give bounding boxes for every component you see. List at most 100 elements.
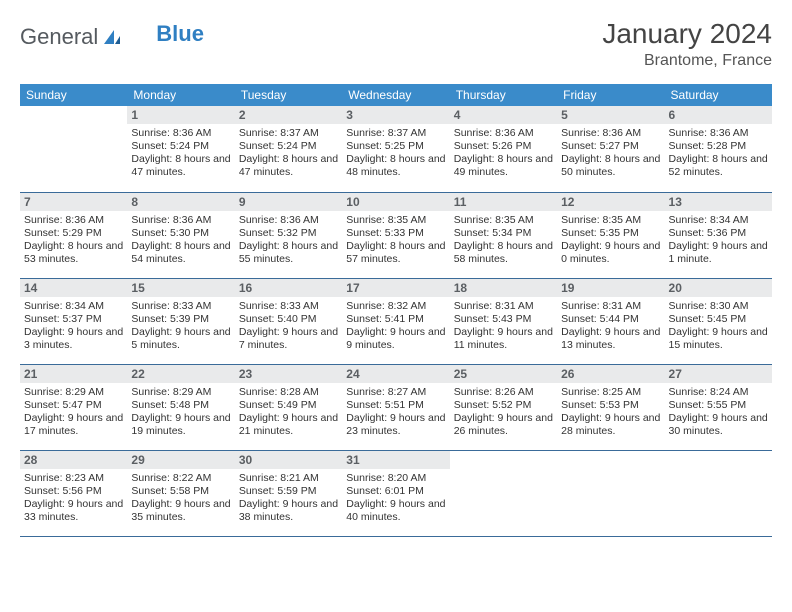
day-info: Sunrise: 8:37 AMSunset: 5:24 PMDaylight:…: [235, 124, 342, 184]
calendar-cell: 1Sunrise: 8:36 AMSunset: 5:24 PMDaylight…: [127, 106, 234, 192]
sunrise-text: Sunrise: 8:31 AM: [454, 300, 553, 313]
sunset-text: Sunset: 5:29 PM: [24, 227, 123, 240]
calendar-cell: 16 Sunrise: 8:33 AMSunset: 5:40 PMDayligh…: [235, 278, 342, 364]
sunrise-text: Sunrise: 8:27 AM: [346, 386, 445, 399]
day-info: Sunrise: 8:21 AMSunset: 5:59 PMDaylight:…: [235, 469, 342, 529]
calendar-cell: [450, 450, 557, 536]
day-info: Sunrise: 8:22 AMSunset: 5:58 PMDaylight:…: [127, 469, 234, 529]
sunrise-text: Sunrise: 8:35 AM: [346, 214, 445, 227]
day-number: 16: [235, 279, 342, 297]
sunrise-text: Sunrise: 8:35 AM: [561, 214, 660, 227]
sunset-text: Sunset: 5:37 PM: [24, 313, 123, 326]
day-number: 29: [127, 451, 234, 469]
daylight-text: Daylight: 8 hours and 48 minutes.: [346, 153, 445, 179]
sunset-text: Sunset: 5:45 PM: [669, 313, 768, 326]
brand-part1: General: [20, 24, 98, 50]
day-info: Sunrise: 8:35 AMSunset: 5:35 PMDaylight:…: [557, 211, 664, 271]
daylight-text: Daylight: 9 hours and 19 minutes.: [131, 412, 230, 438]
sunrise-text: Sunrise: 8:36 AM: [561, 127, 660, 140]
sunrise-text: Sunrise: 8:25 AM: [561, 386, 660, 399]
sunset-text: Sunset: 5:39 PM: [131, 313, 230, 326]
day-number: 30: [235, 451, 342, 469]
day-number: 26: [557, 365, 664, 383]
calendar-cell: 30Sunrise: 8:21 AMSunset: 5:59 PMDayligh…: [235, 450, 342, 536]
calendar-cell: 20Sunrise: 8:30 AMSunset: 5:45 PMDayligh…: [665, 278, 772, 364]
day-number: 17: [342, 279, 449, 297]
calendar-cell: 5Sunrise: 8:36 AMSunset: 5:27 PMDaylight…: [557, 106, 664, 192]
day-info: Sunrise: 8:23 AMSunset: 5:56 PMDaylight:…: [20, 469, 127, 529]
sunset-text: Sunset: 5:43 PM: [454, 313, 553, 326]
sunrise-text: Sunrise: 8:30 AM: [669, 300, 768, 313]
sunset-text: Sunset: 5:40 PM: [239, 313, 338, 326]
calendar-row: 28Sunrise: 8:23 AMSunset: 5:56 PMDayligh…: [20, 450, 772, 536]
sunrise-text: Sunrise: 8:32 AM: [346, 300, 445, 313]
day-number: 8: [127, 193, 234, 211]
daylight-text: Daylight: 9 hours and 7 minutes.: [239, 326, 338, 352]
day-info: Sunrise: 8:36 AMSunset: 5:29 PMDaylight:…: [20, 211, 127, 271]
sunset-text: Sunset: 5:44 PM: [561, 313, 660, 326]
location: Brantome, France: [602, 52, 772, 70]
day-info: Sunrise: 8:29 AMSunset: 5:47 PMDaylight:…: [20, 383, 127, 443]
day-info: Sunrise: 8:37 AMSunset: 5:25 PMDaylight:…: [342, 124, 449, 184]
calendar-cell: 26Sunrise: 8:25 AMSunset: 5:53 PMDayligh…: [557, 364, 664, 450]
daylight-text: Daylight: 8 hours and 47 minutes.: [131, 153, 230, 179]
day-number: 10: [342, 193, 449, 211]
calendar-cell: 23Sunrise: 8:28 AMSunset: 5:49 PMDayligh…: [235, 364, 342, 450]
sunset-text: Sunset: 5:27 PM: [561, 140, 660, 153]
calendar-body: 1Sunrise: 8:36 AMSunset: 5:24 PMDaylight…: [20, 106, 772, 536]
daylight-text: Daylight: 9 hours and 28 minutes.: [561, 412, 660, 438]
calendar-cell: 21Sunrise: 8:29 AMSunset: 5:47 PMDayligh…: [20, 364, 127, 450]
sunset-text: Sunset: 5:36 PM: [669, 227, 768, 240]
calendar-cell: [20, 106, 127, 192]
day-number: 6: [665, 106, 772, 124]
calendar-cell: 13Sunrise: 8:34 AMSunset: 5:36 PMDayligh…: [665, 192, 772, 278]
daylight-text: Daylight: 9 hours and 11 minutes.: [454, 326, 553, 352]
day-number: 27: [665, 365, 772, 383]
weekday-header-row: Sunday Monday Tuesday Wednesday Thursday…: [20, 84, 772, 106]
brand-part2: Blue: [156, 21, 204, 47]
weekday-header: Wednesday: [342, 84, 449, 106]
daylight-text: Daylight: 8 hours and 53 minutes.: [24, 240, 123, 266]
day-number: 13: [665, 193, 772, 211]
sunset-text: Sunset: 5:30 PM: [131, 227, 230, 240]
sunrise-text: Sunrise: 8:36 AM: [239, 214, 338, 227]
sunrise-text: Sunrise: 8:21 AM: [239, 472, 338, 485]
weekday-header: Thursday: [450, 84, 557, 106]
day-info: Sunrise: 8:32 AMSunset: 5:41 PMDaylight:…: [342, 297, 449, 357]
sunrise-text: Sunrise: 8:26 AM: [454, 386, 553, 399]
day-number: 24: [342, 365, 449, 383]
day-info: Sunrise: 8:36 AMSunset: 5:30 PMDaylight:…: [127, 211, 234, 271]
sunrise-text: Sunrise: 8:37 AM: [346, 127, 445, 140]
daylight-text: Daylight: 9 hours and 38 minutes.: [239, 498, 338, 524]
day-info: Sunrise: 8:36 AMSunset: 5:26 PMDaylight:…: [450, 124, 557, 184]
day-info: Sunrise: 8:35 AMSunset: 5:34 PMDaylight:…: [450, 211, 557, 271]
day-number: 5: [557, 106, 664, 124]
day-info: Sunrise: 8:36 AMSunset: 5:24 PMDaylight:…: [127, 124, 234, 184]
calendar-cell: 10Sunrise: 8:35 AMSunset: 5:33 PMDayligh…: [342, 192, 449, 278]
daylight-text: Daylight: 9 hours and 13 minutes.: [561, 326, 660, 352]
day-number: 22: [127, 365, 234, 383]
calendar-row: 14Sunrise: 8:34 AMSunset: 5:37 PMDayligh…: [20, 278, 772, 364]
daylight-text: Daylight: 8 hours and 49 minutes.: [454, 153, 553, 179]
sunset-text: Sunset: 5:48 PM: [131, 399, 230, 412]
sunrise-text: Sunrise: 8:33 AM: [239, 300, 338, 313]
sunrise-text: Sunrise: 8:34 AM: [24, 300, 123, 313]
sunrise-text: Sunrise: 8:29 AM: [24, 386, 123, 399]
daylight-text: Daylight: 8 hours and 47 minutes.: [239, 153, 338, 179]
day-info: Sunrise: 8:33 AMSunset: 5:39 PMDaylight:…: [127, 297, 234, 357]
daylight-text: Daylight: 9 hours and 40 minutes.: [346, 498, 445, 524]
day-number: 11: [450, 193, 557, 211]
calendar-row: 7Sunrise: 8:36 AMSunset: 5:29 PMDaylight…: [20, 192, 772, 278]
day-info: Sunrise: 8:34 AMSunset: 5:36 PMDaylight:…: [665, 211, 772, 271]
sunset-text: Sunset: 5:58 PM: [131, 485, 230, 498]
sunset-text: Sunset: 5:49 PM: [239, 399, 338, 412]
day-info: Sunrise: 8:31 AMSunset: 5:44 PMDaylight:…: [557, 297, 664, 357]
day-number: 19: [557, 279, 664, 297]
calendar-cell: 18Sunrise: 8:31 AMSunset: 5:43 PMDayligh…: [450, 278, 557, 364]
weekday-header: Sunday: [20, 84, 127, 106]
weekday-header: Monday: [127, 84, 234, 106]
calendar-cell: 6Sunrise: 8:36 AMSunset: 5:28 PMDaylight…: [665, 106, 772, 192]
calendar-row: 1Sunrise: 8:36 AMSunset: 5:24 PMDaylight…: [20, 106, 772, 192]
sunrise-text: Sunrise: 8:31 AM: [561, 300, 660, 313]
day-info: Sunrise: 8:29 AMSunset: 5:48 PMDaylight:…: [127, 383, 234, 443]
